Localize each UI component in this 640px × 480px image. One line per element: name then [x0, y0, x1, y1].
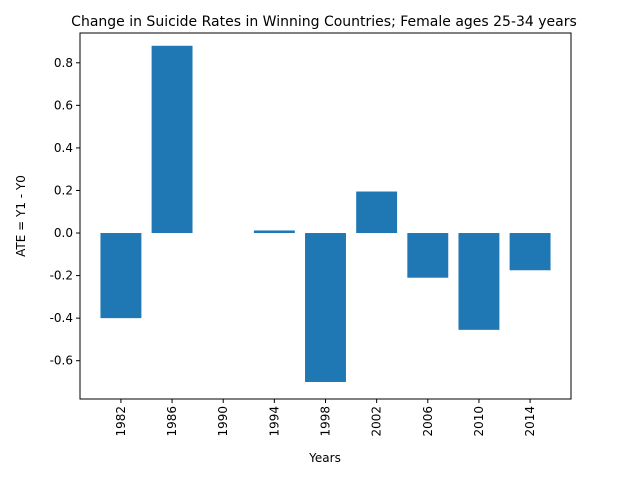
bar-2006 [407, 233, 449, 278]
y-axis-label: ATE = Y1 - Y0 [14, 175, 28, 257]
y-tick-label: -0.2 [50, 269, 73, 283]
bar-1982 [100, 233, 142, 319]
x-tick-label-1982: 1982 [114, 406, 128, 437]
y-tick-label: 0.2 [54, 183, 73, 197]
bar-2002 [356, 191, 398, 234]
x-tick-label-1986: 1986 [165, 406, 179, 437]
y-tick-label: 0.8 [54, 56, 73, 70]
x-tick-label-2006: 2006 [421, 406, 435, 437]
y-tick-label: 0.6 [54, 98, 73, 112]
x-tick-label-1994: 1994 [267, 406, 281, 437]
x-tick-label-2002: 2002 [370, 406, 384, 437]
bar-2014 [509, 233, 551, 271]
y-tick-label: 0.0 [54, 226, 73, 240]
y-tick-label: -0.6 [50, 354, 73, 368]
bar-1986 [151, 45, 193, 234]
y-tick-label: 0.4 [54, 141, 73, 155]
x-tick-label-1998: 1998 [319, 406, 333, 437]
bar-1994 [253, 230, 295, 234]
y-tick-label: -0.4 [50, 311, 73, 325]
bars-group [100, 45, 551, 382]
x-tick-label-1990: 1990 [216, 406, 230, 437]
x-tick-label-2010: 2010 [472, 406, 486, 437]
bar-2010 [458, 233, 500, 330]
y-axis-ticks: -0.6 -0.4 -0.2 0.0 0.2 0.4 0.6 0.8 [50, 56, 80, 368]
x-axis-label: Years [308, 451, 341, 465]
x-tick-label-2014: 2014 [523, 406, 537, 437]
bar-1998 [305, 233, 346, 382]
x-axis-ticks: 1982 1986 1990 1994 1998 2002 2006 2010 2014 [114, 399, 537, 437]
chart-title: Change in Suicide Rates in Winning Count… [71, 14, 577, 30]
